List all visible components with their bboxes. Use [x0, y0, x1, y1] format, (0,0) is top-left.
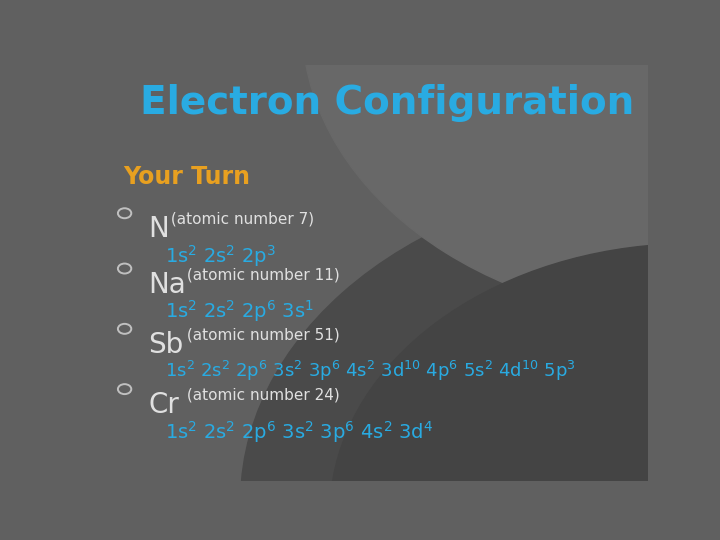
Wedge shape: [331, 245, 693, 514]
Text: 1s$^2$ 2s$^2$ 2p$^3$: 1s$^2$ 2s$^2$ 2p$^3$: [166, 243, 276, 269]
Wedge shape: [240, 178, 676, 530]
Text: Electron Configuration: Electron Configuration: [140, 84, 634, 122]
Text: (atomic number 11): (atomic number 11): [181, 267, 339, 282]
Text: Sb: Sb: [148, 331, 184, 359]
Text: Na: Na: [148, 271, 186, 299]
Text: (atomic number 7): (atomic number 7): [166, 212, 315, 227]
Text: 1s$^2$ 2s$^2$ 2p$^6$ 3s$^2$ 3p$^6$ 4s$^2$ 3d$^{10}$ 4p$^6$ 5s$^2$ 4d$^{10}$ 5p$^: 1s$^2$ 2s$^2$ 2p$^6$ 3s$^2$ 3p$^6$ 4s$^2…: [166, 359, 576, 383]
Text: (atomic number 51): (atomic number 51): [181, 328, 339, 342]
Wedge shape: [387, 31, 719, 260]
Text: (atomic number 24): (atomic number 24): [181, 388, 339, 403]
Text: N: N: [148, 215, 169, 244]
Text: Your Turn: Your Turn: [124, 165, 251, 188]
Wedge shape: [304, 23, 720, 322]
Text: Cr: Cr: [148, 391, 179, 419]
Text: 1s$^2$ 2s$^2$ 2p$^6$ 3s$^1$: 1s$^2$ 2s$^2$ 2p$^6$ 3s$^1$: [166, 299, 314, 325]
Text: 1s$^2$ 2s$^2$ 2p$^6$ 3s$^2$ 3p$^6$ 4s$^2$ 3d$^4$: 1s$^2$ 2s$^2$ 2p$^6$ 3s$^2$ 3p$^6$ 4s$^2…: [166, 419, 433, 445]
